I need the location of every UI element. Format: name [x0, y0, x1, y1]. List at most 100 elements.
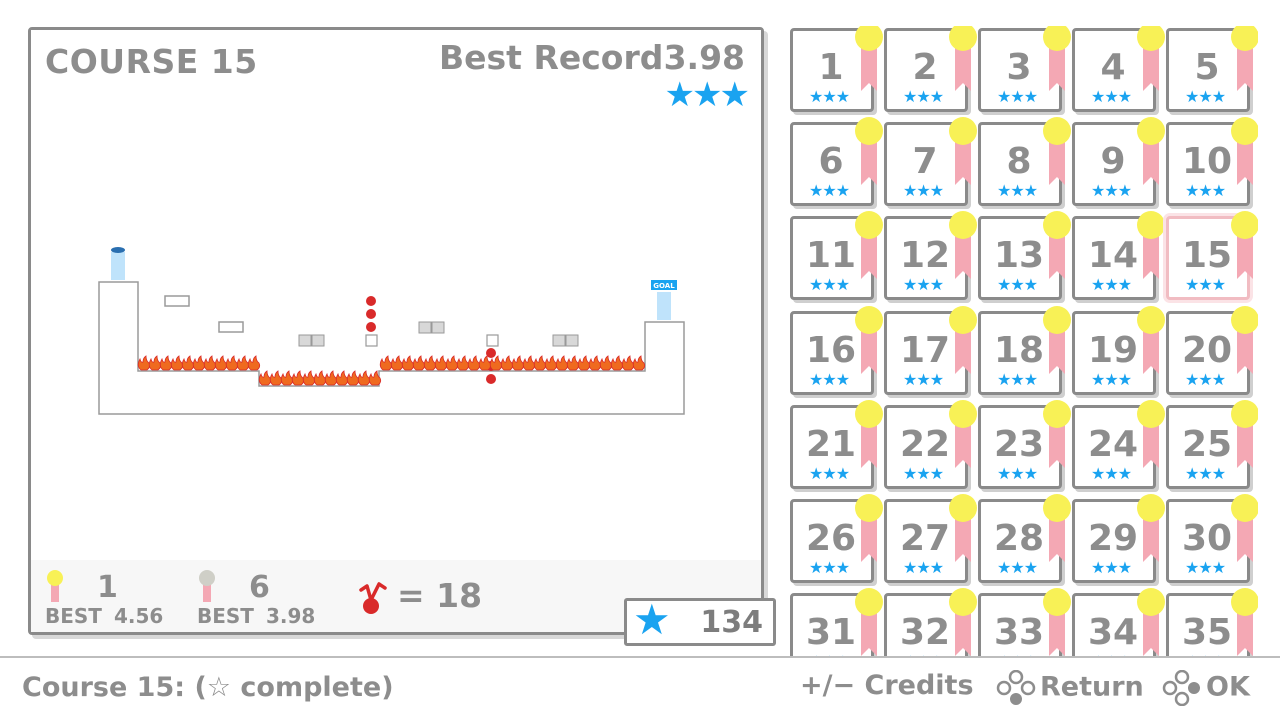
fire-hazard-icon — [632, 355, 646, 371]
course-number: 13 — [993, 235, 1045, 276]
course-tile-8[interactable]: 8 ★★★ — [978, 117, 1071, 206]
course-tile-28[interactable]: 28 ★★★ — [978, 494, 1071, 583]
gold-medal-icon — [1231, 306, 1258, 334]
course-tile-25[interactable]: 25 ★★★ — [1166, 400, 1258, 489]
credits-button[interactable]: +/− Credits — [800, 670, 974, 701]
course-number: 10 — [1181, 141, 1233, 182]
gold-medal-icon — [1043, 26, 1071, 51]
gold-medal-icon — [949, 26, 977, 51]
course-number: 30 — [1181, 518, 1233, 559]
course-number: 28 — [993, 518, 1045, 559]
course-number: 14 — [1087, 235, 1139, 276]
course-tile-17[interactable]: 17 ★★★ — [884, 306, 977, 395]
gold-medal-icon — [1043, 211, 1071, 239]
gold-medal-icon — [949, 400, 977, 428]
death-count: = 18 — [397, 576, 483, 615]
footer-divider — [0, 656, 1280, 658]
course-tile-30[interactable]: 30 ★★★ — [1166, 494, 1258, 583]
course-tile-12[interactable]: 12 ★★★ — [884, 211, 977, 300]
course-number: 5 — [1194, 47, 1220, 88]
course-tile-18[interactable]: 18 ★★★ — [978, 306, 1071, 395]
course-tile-6[interactable]: 6 ★★★ — [790, 117, 883, 206]
course-stars: ★★★ — [997, 275, 1038, 294]
gold-medal-icon — [1137, 588, 1165, 616]
course-number: 18 — [993, 330, 1045, 371]
course-tile-27[interactable]: 27 ★★★ — [884, 494, 977, 583]
ribbon-icon — [1049, 229, 1065, 279]
gold-medal-icon — [855, 306, 883, 334]
course-stars: ★★★ — [809, 370, 850, 389]
course-tile-35[interactable]: 35★★★ — [1166, 588, 1258, 656]
course-title: COURSE 15 — [45, 42, 258, 81]
course-number: 22 — [899, 424, 951, 465]
gold-medal-icon — [1043, 117, 1071, 145]
course-tile-9[interactable]: 9 ★★★ — [1072, 117, 1165, 206]
course-tile-5[interactable]: 5 ★★★ — [1166, 26, 1258, 112]
course-tile-21[interactable]: 21 ★★★ — [790, 400, 883, 489]
course-tile-13[interactable]: 13 ★★★ — [978, 211, 1071, 300]
course-tile-1[interactable]: 1 ★★★ — [790, 26, 883, 112]
course-number: 9 — [1100, 141, 1126, 182]
return-button[interactable]: Return — [996, 670, 1144, 706]
best-record-label: Best Record — [439, 38, 664, 77]
gold-medal-icon — [1043, 400, 1071, 428]
course-tile-20[interactable]: 20 ★★★ — [1166, 306, 1258, 395]
course-tile-11[interactable]: 11 ★★★ — [790, 211, 883, 300]
course-number: 20 — [1181, 330, 1233, 371]
ribbon-icon — [1049, 418, 1065, 468]
ribbon-icon — [861, 324, 877, 374]
course-tile-34[interactable]: 34★★★ — [1072, 588, 1165, 657]
gold-medal-icon — [47, 570, 63, 602]
course-number: 32 — [899, 612, 951, 653]
course-tile-33[interactable]: 33★★★ — [978, 588, 1071, 656]
gold-medal-icon — [855, 400, 883, 428]
course-tile-23[interactable]: 23 ★★★ — [978, 400, 1071, 489]
ribbon-icon — [955, 418, 971, 468]
gold-best-label: BEST — [45, 604, 102, 628]
course-tile-26[interactable]: 26 ★★★ — [790, 494, 883, 583]
course-tile-4[interactable]: 4 ★★★ — [1072, 26, 1165, 112]
course-tile-15[interactable]: 15 ★★★ — [1166, 211, 1258, 300]
course-preview-panel: GOAL COURSE 15 Best Record 3.98 ★★★ 1 BE… — [28, 27, 764, 635]
level-map: GOAL — [31, 30, 761, 560]
course-tile-3[interactable]: 3 ★★★ — [978, 26, 1071, 112]
gold-medal-icon — [949, 117, 977, 145]
course-stars: ★★★ — [903, 181, 944, 200]
course-tile-31[interactable]: 31★★★ — [790, 588, 883, 657]
course-number: 26 — [805, 518, 857, 559]
course-number: 31 — [805, 612, 857, 653]
course-tile-2[interactable]: 2 ★★★ — [884, 26, 977, 112]
gold-medal-icon — [855, 494, 883, 522]
ribbon-icon — [1237, 41, 1253, 91]
course-stars: ★★★ — [1091, 464, 1132, 483]
course-number: 34 — [1087, 612, 1139, 653]
course-select-grid: 1 ★★★ 2 ★★★ 3 ★★★ 4 ★★★ 5 ★★★ 6 ★★★ 7 ★★★ 8 ★★★ 9 ★★★ 10 ★★… — [788, 26, 1258, 656]
course-stars: ★★★ — [903, 558, 944, 577]
course-stars: ★★★ — [1091, 654, 1132, 657]
course-number: 33 — [993, 612, 1045, 653]
course-tile-16[interactable]: 16 ★★★ — [790, 306, 883, 395]
silver-medal-icon — [199, 570, 215, 602]
ok-button[interactable]: OK — [1162, 670, 1250, 706]
course-tile-19[interactable]: 19 ★★★ — [1072, 306, 1165, 395]
gold-best-value: 4.56 — [113, 604, 164, 628]
course-stars: ★★★ — [903, 275, 944, 294]
ribbon-icon — [955, 229, 971, 279]
course-stars: ★★★ — [997, 370, 1038, 389]
course-tile-24[interactable]: 24 ★★★ — [1072, 400, 1165, 489]
course-tile-14[interactable]: 14 ★★★ — [1072, 211, 1165, 300]
ribbon-icon — [1143, 418, 1159, 468]
course-tile-32[interactable]: 32★★★ — [884, 588, 977, 656]
ribbon-icon — [955, 324, 971, 374]
plus-minus-key: +/− — [800, 670, 856, 701]
ok-label: OK — [1206, 671, 1250, 703]
course-stars: ★★★ — [997, 87, 1038, 106]
star-icon: ★ — [633, 595, 671, 644]
course-tile-10[interactable]: 10 ★★★ — [1166, 117, 1258, 206]
course-tile-7[interactable]: 7 ★★★ — [884, 117, 977, 206]
course-number: 12 — [899, 235, 951, 276]
course-tile-29[interactable]: 29 ★★★ — [1072, 494, 1165, 583]
course-stars: ★★★ — [809, 654, 850, 657]
course-tile-22[interactable]: 22 ★★★ — [884, 400, 977, 489]
course-stars: ★★★ — [809, 87, 850, 106]
